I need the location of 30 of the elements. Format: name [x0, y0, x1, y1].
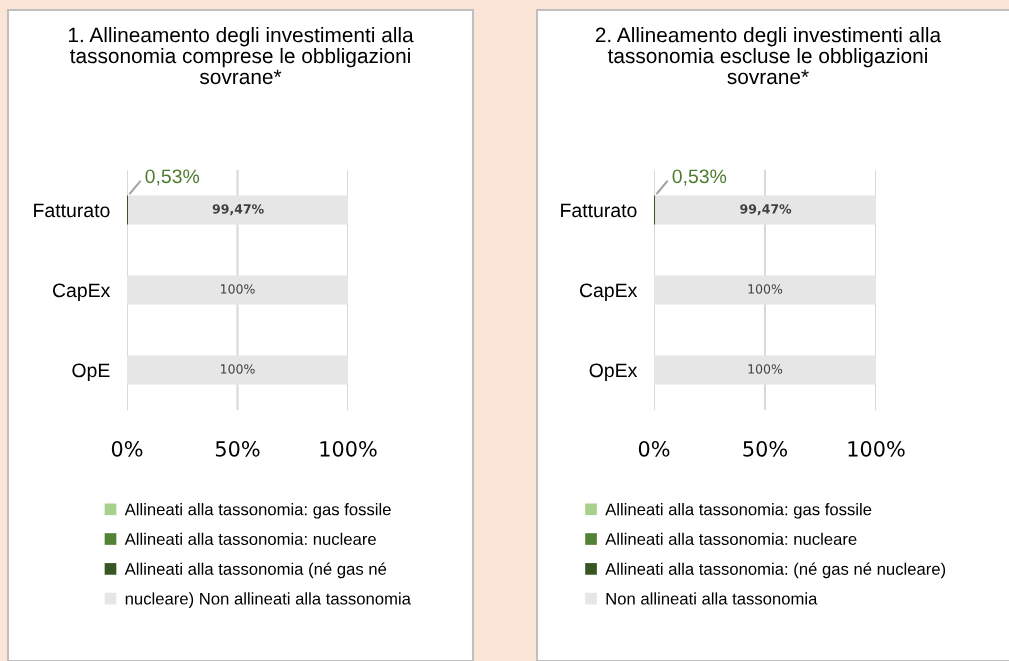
y-tick-label: Fatturato	[34, 203, 110, 218]
legend-label: Non allineati alla tassonomia	[606, 592, 818, 605]
legend-label: Allineati alla tassonomia (né gas né	[124, 562, 387, 579]
chart-title: 1. Allineamento degli investimenti alla tassonomia comprese le obbligazioni sovrane*	[68, 27, 414, 85]
data-label: 100%	[748, 284, 783, 294]
y-tick-label: OpEx	[589, 363, 638, 382]
x-tick-label: 0%	[111, 440, 143, 457]
data-label: 0,53%	[672, 169, 727, 186]
x-tick-label: 50%	[215, 440, 260, 457]
data-label: 100%	[221, 364, 255, 374]
x-tick-label: 0%	[638, 440, 670, 457]
y-tick-label: Fatturato	[561, 203, 637, 218]
chart-title: 2. Allineamento degli investimenti alla tassonomia escluse le obbligazioni sovrane*	[595, 27, 942, 85]
legend-label: Allineati alla tassonomia: nucleare	[605, 532, 857, 546]
legend-label: Allineati alla tassonomia: gas fossile	[605, 503, 872, 519]
legend-label: nucleare) Non allineati alla tassonomia	[125, 592, 411, 608]
x-tick-label: 100%	[320, 440, 377, 457]
y-tick-label: CapEx	[579, 283, 638, 302]
data-label: 100%	[221, 284, 255, 294]
y-tick-label: CapEx	[52, 283, 111, 302]
legend-label: Allineati alla tassonomia: gas fossile	[124, 503, 391, 519]
x-tick-label: 50%	[743, 440, 787, 457]
data-label: 99,47%	[212, 204, 264, 216]
legend-label: Allineati alla tassonomia: (né gas né nucleare)	[605, 562, 946, 579]
legend-label: Allineati alla tassonomia: nucleare	[124, 532, 376, 546]
data-label: 0,53%	[145, 169, 200, 186]
y-tick-label: OpE	[72, 363, 110, 382]
x-tick-label: 100%	[848, 440, 905, 457]
data-label: 99,47%	[740, 204, 792, 216]
data-label: 100%	[748, 364, 783, 374]
